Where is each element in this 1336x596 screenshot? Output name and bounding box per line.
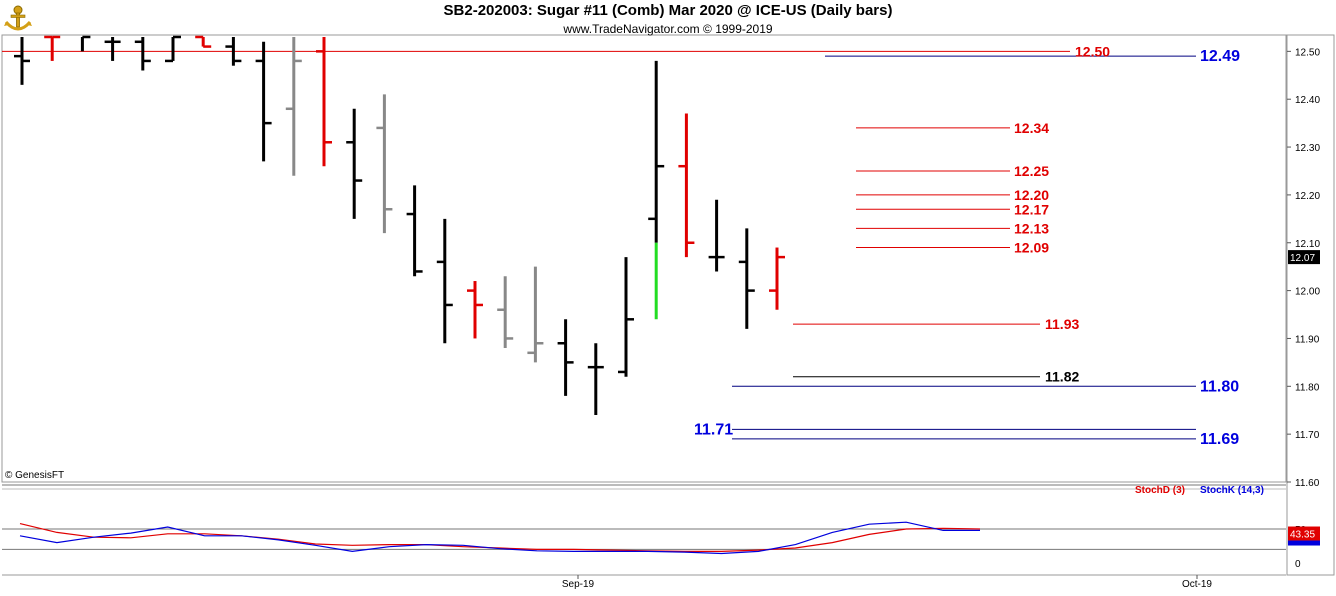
ohlc-bar <box>708 199 725 272</box>
level-label: 11.93 <box>1045 316 1079 332</box>
level-label: 12.17 <box>1014 201 1049 217</box>
date-axis: Sep-19 Oct-19 <box>2 574 1286 590</box>
ohlc-bar <box>648 60 665 320</box>
ohlc-bar <box>44 35 61 61</box>
ohlc-bar <box>436 218 453 344</box>
chart-subtitle: www.TradeNavigator.com © 1999-2019 <box>563 22 773 36</box>
ohlc-bar <box>557 319 574 396</box>
price-tick-label: 12.50 <box>1295 47 1320 58</box>
main-panel-frame <box>1 34 1335 576</box>
ohlc-bar <box>406 185 423 277</box>
ohlc-bar <box>14 37 30 85</box>
price-tick-label: 12.40 <box>1295 95 1320 106</box>
price-tick-label: 12.00 <box>1295 287 1320 298</box>
ohlc-bar <box>467 281 483 339</box>
ohlc-bar <box>678 113 695 258</box>
stoch-tick-label: 0 <box>1295 559 1301 570</box>
level-lines <box>2 50 1196 440</box>
axis-panel <box>1286 34 1335 576</box>
anchor-logo-icon <box>2 2 34 34</box>
level-label: 12.09 <box>1014 240 1049 256</box>
ohlc-bar <box>225 37 242 66</box>
price-tick-label: 11.70 <box>1295 430 1320 441</box>
ohlc-bar <box>376 94 393 234</box>
level-label: 12.20 <box>1014 187 1049 203</box>
level-label: 11.71 <box>694 421 733 438</box>
price-tick-label: 11.60 <box>1295 478 1320 489</box>
price-tick-label: 12.20 <box>1295 191 1320 202</box>
ohlc-bar <box>346 108 363 219</box>
level-label: 12.49 <box>1200 48 1240 65</box>
x-tick-label: Oct-19 <box>1182 579 1212 590</box>
watermark-text: © GenesisFT <box>5 470 64 481</box>
legend-stochk: StochK (14,3) <box>1200 485 1264 496</box>
ohlc-bar <box>316 37 332 167</box>
last-price-label: 12.07 <box>1290 253 1315 264</box>
chart-title: SB2-202003: Sugar #11 (Comb) Mar 2020 @ … <box>443 2 893 19</box>
stoch-value-label: 43.35 <box>1290 530 1315 541</box>
ohlc-bar <box>769 247 785 310</box>
level-label: 11.69 <box>1200 431 1239 448</box>
level-label: 12.34 <box>1014 120 1049 136</box>
ohlc-bar <box>195 35 212 48</box>
stoch-k-marker <box>1288 540 1320 546</box>
level-label: 12.25 <box>1014 163 1049 179</box>
main-plot-area <box>1 34 1287 483</box>
ohlc-bar <box>165 35 181 63</box>
x-tick-label: Sep-19 <box>562 579 595 590</box>
level-label: 11.82 <box>1045 369 1079 385</box>
stoch-value-box <box>1288 526 1320 541</box>
last-price-box <box>1288 250 1320 265</box>
ohlc-bar <box>527 266 544 363</box>
ohlc-bar <box>738 228 755 329</box>
ohlc-bar <box>104 37 121 61</box>
ohlc-bar <box>618 257 634 377</box>
stoch-line-d <box>19 523 981 553</box>
ohlc-bar <box>285 37 302 176</box>
price-tick-label: 12.10 <box>1295 239 1320 250</box>
legend-stochd: StochD (3) <box>1135 485 1185 496</box>
price-tick-label: 11.80 <box>1295 382 1320 393</box>
ohlc-bar <box>255 41 272 162</box>
ohlc-bars: © GenesisFT <box>5 35 785 481</box>
ohlc-bar <box>587 343 604 416</box>
price-tick-label: 12.30 <box>1295 143 1320 154</box>
stoch-line-k <box>19 521 980 555</box>
level-label: 12.50 <box>1075 43 1110 59</box>
level-label: 11.80 <box>1200 378 1239 395</box>
level-label: 12.13 <box>1014 220 1049 236</box>
price-tick-label: 11.90 <box>1295 334 1320 345</box>
ohlc-bar <box>497 276 514 349</box>
ohlc-bar <box>134 37 151 71</box>
price-axis: 12.50 12.40 12.30 12.20 12.10 12.00 11.90 11.80… <box>1287 47 1320 489</box>
ohlc-bar <box>80 35 91 52</box>
